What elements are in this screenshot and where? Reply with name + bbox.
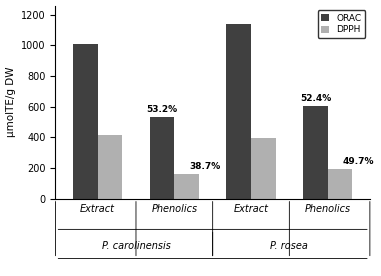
Bar (226, 24, 251, 199)
Text: 38.7%: 38.7% (189, 163, 220, 171)
Text: 49.7%: 49.7% (342, 157, 374, 166)
Text: P. rosea: P. rosea (271, 241, 308, 251)
Legend: ORAC, DPPH: ORAC, DPPH (318, 10, 365, 38)
Bar (303, 106, 328, 199)
Bar (150, 117, 174, 199)
Bar (251, 138, 275, 199)
Y-axis label: μmolTE/g DW: μmolTE/g DW (6, 67, 16, 137)
Text: 52.4%: 52.4% (300, 94, 331, 103)
Bar (98, 135, 122, 199)
Text: 53.2%: 53.2% (146, 105, 178, 114)
Bar (73, 44, 98, 199)
Text: P. carolinensis: P. carolinensis (102, 241, 170, 251)
Bar (328, 169, 352, 199)
Bar (174, 174, 199, 199)
